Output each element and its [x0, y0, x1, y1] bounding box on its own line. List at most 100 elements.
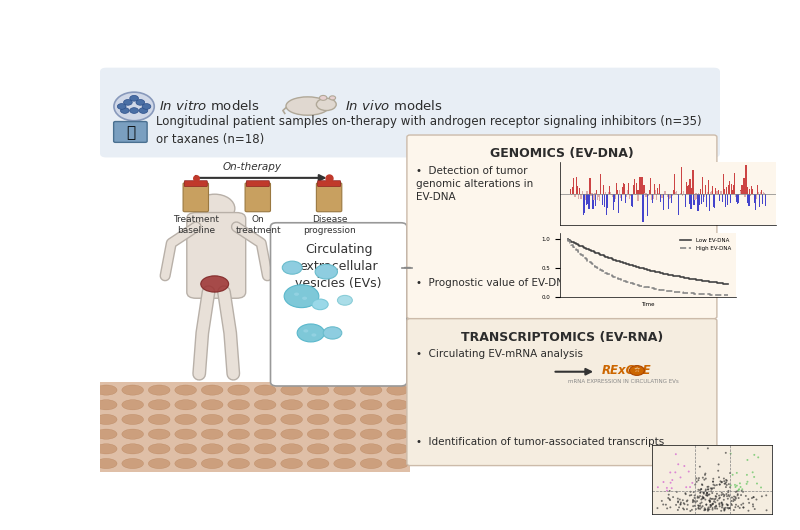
Ellipse shape [202, 400, 223, 410]
Bar [706, 194, 707, 207]
Bar [730, 183, 732, 194]
Bar [595, 194, 597, 207]
Ellipse shape [228, 385, 250, 395]
Point [734, 491, 747, 499]
Point [706, 500, 719, 508]
Bar [657, 189, 658, 194]
Point [706, 506, 719, 514]
Bar [612, 194, 613, 197]
Ellipse shape [95, 458, 117, 469]
Ellipse shape [175, 458, 197, 469]
Bar [609, 186, 610, 194]
Point [686, 496, 699, 504]
Point [700, 500, 713, 509]
Bar [710, 192, 711, 194]
Bar [600, 174, 602, 194]
Bar [734, 194, 736, 197]
Point [714, 502, 726, 510]
Bar [757, 185, 758, 194]
Bar [625, 194, 626, 203]
Bar [724, 189, 725, 194]
Bar [603, 185, 604, 194]
Bar [703, 194, 704, 202]
Point [714, 480, 726, 489]
Point [736, 485, 749, 493]
Point [702, 507, 714, 515]
Ellipse shape [194, 194, 235, 223]
Point [690, 474, 703, 483]
Ellipse shape [202, 444, 223, 454]
Bar [695, 193, 697, 194]
Ellipse shape [95, 429, 117, 439]
Point [731, 491, 744, 500]
Point [704, 494, 717, 502]
Bar [756, 194, 758, 199]
Point [696, 494, 709, 503]
Bar [713, 194, 714, 207]
Point [760, 506, 773, 515]
Bar [764, 193, 766, 194]
Point [692, 485, 705, 494]
Ellipse shape [95, 385, 117, 395]
Circle shape [139, 108, 148, 113]
High EV-DNA [710, 292, 720, 298]
Bar [626, 194, 627, 197]
X-axis label: Time: Time [642, 302, 654, 307]
Point [684, 483, 697, 491]
Bar [664, 191, 665, 194]
Circle shape [130, 108, 138, 113]
Bar [634, 194, 636, 195]
Line: Low EV-DNA: Low EV-DNA [568, 239, 728, 284]
Ellipse shape [148, 400, 170, 410]
Circle shape [630, 366, 644, 375]
Bar [614, 194, 615, 202]
Point [679, 489, 692, 498]
Point [708, 497, 721, 506]
Point [737, 499, 750, 508]
Point [719, 483, 732, 491]
Bar [759, 194, 760, 207]
Ellipse shape [281, 429, 302, 439]
Bar [630, 194, 631, 196]
Point [688, 493, 701, 502]
Bar [608, 192, 610, 194]
Point [672, 498, 685, 507]
Point [742, 495, 754, 504]
Ellipse shape [148, 414, 170, 425]
Point [706, 494, 719, 503]
Point [694, 501, 706, 510]
Point [715, 491, 728, 499]
Ellipse shape [95, 400, 117, 410]
Point [697, 493, 710, 502]
Point [737, 488, 750, 496]
Point [694, 489, 706, 497]
Circle shape [123, 100, 132, 105]
Bar [733, 185, 734, 194]
Point [664, 479, 677, 487]
Point [750, 479, 763, 488]
Point [710, 492, 722, 500]
Bar [696, 194, 698, 199]
FancyBboxPatch shape [184, 181, 207, 187]
Ellipse shape [228, 414, 250, 425]
Ellipse shape [334, 458, 355, 469]
High EV-DNA [715, 292, 725, 298]
Point [706, 478, 719, 486]
Bar [583, 194, 585, 213]
FancyBboxPatch shape [100, 382, 410, 472]
Point [666, 484, 678, 492]
Bar [665, 191, 666, 194]
Bar [765, 194, 766, 206]
Bar [707, 191, 708, 194]
Point [705, 494, 718, 503]
Low EV-DNA [563, 236, 573, 242]
Bar [728, 186, 729, 194]
Circle shape [323, 327, 342, 339]
Circle shape [142, 103, 151, 109]
Ellipse shape [360, 385, 382, 395]
Ellipse shape [175, 400, 197, 410]
FancyBboxPatch shape [245, 183, 270, 212]
Ellipse shape [386, 414, 409, 425]
Point [698, 505, 711, 514]
Point [707, 474, 720, 483]
